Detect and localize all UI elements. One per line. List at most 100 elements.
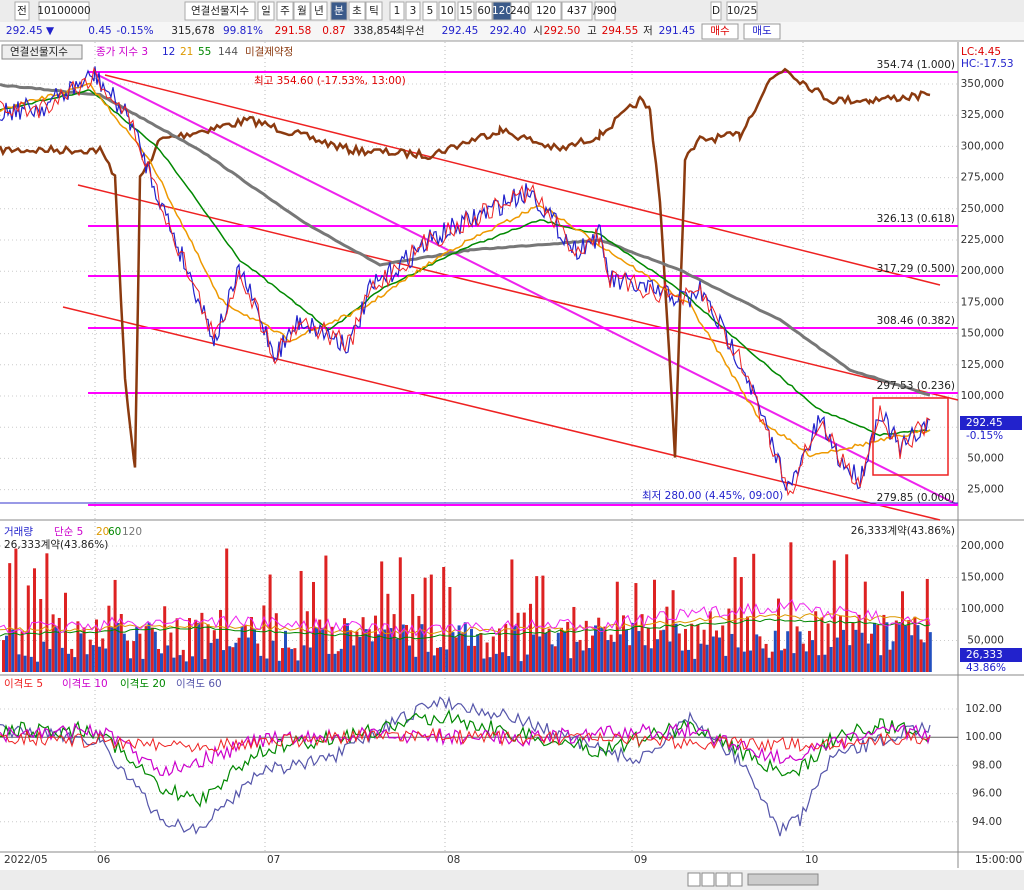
toolbar-button[interactable]	[530, 1, 562, 21]
volume-bar	[560, 627, 563, 672]
volume-bar	[70, 648, 74, 672]
toolbar-button[interactable]	[14, 1, 30, 21]
volume-bar	[637, 631, 641, 672]
volume-bar	[287, 647, 291, 672]
volume-bar	[374, 615, 377, 672]
quote-value: 294.55	[602, 25, 639, 37]
volume-bar	[181, 649, 185, 672]
volume-bar	[553, 646, 557, 672]
volume-bar	[646, 627, 650, 672]
fib-label: 297.53 (0.236)	[877, 380, 955, 392]
toolbar-button[interactable]	[594, 1, 616, 21]
volume-bar	[705, 644, 709, 672]
volume-bar	[622, 615, 625, 672]
volume-bar	[798, 631, 802, 672]
disparity-10	[0, 721, 931, 777]
scroll-button[interactable]	[687, 872, 701, 887]
volume-bar	[600, 627, 604, 672]
toolbar-button[interactable]	[389, 1, 405, 21]
volume-bar	[488, 657, 492, 672]
volume-bar	[550, 644, 554, 672]
volume-bar	[569, 658, 573, 672]
volume-bar	[541, 575, 545, 672]
volume-bar	[851, 622, 855, 672]
volume-bar	[11, 629, 15, 672]
quote-value: 매도	[752, 25, 772, 37]
volume-bar	[132, 641, 136, 672]
volume-bar	[107, 605, 111, 672]
toolbar-button[interactable]	[510, 1, 530, 21]
quote-value: 292.45 ▼	[6, 25, 55, 37]
volume-bar	[928, 632, 932, 672]
toolbar-label: 15	[459, 5, 472, 17]
toolbar-button[interactable]	[276, 1, 294, 21]
volume-bar	[327, 653, 331, 672]
volume-bar	[504, 623, 508, 672]
volume-bar	[451, 632, 455, 672]
volume-bar	[436, 647, 439, 672]
volume-bar	[693, 658, 697, 672]
fib-label: 354.74 (1.000)	[877, 59, 955, 71]
volume-bar	[786, 631, 790, 672]
volume-bar	[597, 617, 601, 672]
legend-item: 20	[96, 526, 109, 538]
quote-value: 291.45	[659, 25, 696, 37]
toolbar-button[interactable]	[293, 1, 311, 21]
toolbar-button[interactable]	[422, 1, 438, 21]
volume-bar	[522, 612, 526, 672]
volume-bar	[873, 622, 876, 672]
legend-item: 60	[108, 526, 121, 538]
toolbar-button[interactable]	[330, 1, 348, 21]
disparity-5	[0, 727, 931, 753]
order-button[interactable]	[743, 23, 781, 40]
scroll-thumb[interactable]	[747, 873, 819, 886]
volume-bar	[225, 548, 229, 672]
scroll-button[interactable]	[729, 872, 743, 887]
toolbar-button[interactable]	[38, 1, 90, 21]
volume-bar	[20, 631, 24, 672]
quote-value: 0.87	[322, 25, 345, 37]
volume-bar	[8, 563, 12, 672]
toolbar-button[interactable]	[310, 1, 328, 21]
scroll-button[interactable]	[701, 872, 715, 887]
volume-bar	[907, 620, 911, 672]
order-button[interactable]	[701, 23, 739, 40]
volume-bar	[764, 643, 768, 672]
volume-bar	[739, 576, 743, 672]
vol-ma-20	[0, 613, 931, 635]
toolbar-button[interactable]	[457, 1, 475, 21]
volume-bar	[194, 619, 198, 672]
volume-bar	[197, 622, 201, 672]
toolbar-button[interactable]	[475, 1, 493, 21]
toolbar-button[interactable]	[405, 1, 421, 21]
toolbar-button[interactable]	[365, 1, 383, 21]
volume-bar	[172, 657, 176, 672]
volume-bar	[516, 612, 520, 672]
volume-bar	[823, 654, 827, 672]
volume-bar	[51, 614, 55, 672]
volume-bar	[854, 629, 858, 672]
volume-bar	[200, 612, 204, 672]
volume-bar	[476, 634, 480, 672]
toolbar-button[interactable]	[257, 1, 275, 21]
ma-144	[0, 83, 931, 397]
volume-bar	[228, 646, 232, 672]
toolbar-button[interactable]	[348, 1, 366, 21]
axis-label: 275,000	[961, 172, 1004, 184]
axis-label: 94.00	[972, 816, 1002, 828]
toolbar-button[interactable]	[710, 1, 722, 21]
volume-bar	[662, 629, 666, 672]
toolbar-button[interactable]	[438, 1, 456, 21]
toolbar-button[interactable]	[184, 1, 256, 21]
scroll-button[interactable]	[715, 872, 729, 887]
volume-bar	[259, 655, 263, 672]
quote-value: 292.50	[544, 25, 581, 37]
quote-value: 291.58	[275, 25, 312, 37]
volume-bar	[281, 648, 284, 672]
toolbar-button[interactable]	[561, 1, 593, 21]
toolbar-button[interactable]	[726, 1, 758, 21]
volume-bar	[901, 591, 904, 672]
volume-bar	[318, 619, 322, 672]
volume-bar	[618, 634, 622, 672]
high-note: 최고 354.60 (-17.53%, 13:00)	[254, 75, 406, 87]
